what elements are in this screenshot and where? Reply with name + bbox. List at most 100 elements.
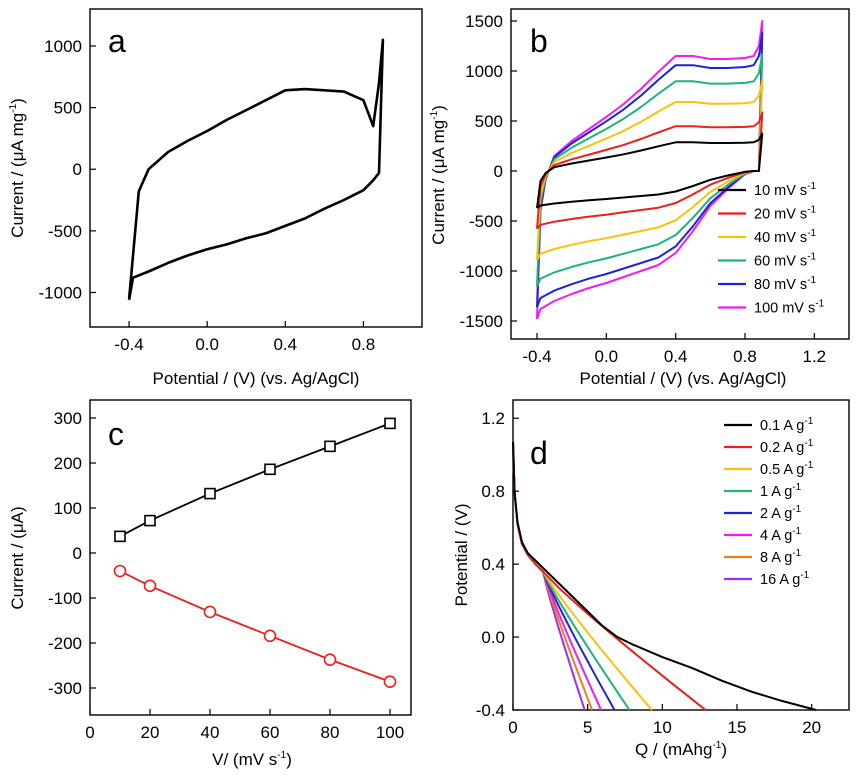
y-tick-label: 0.4 [481, 555, 505, 574]
panel-d-xlabel: Q / (mAhg-1) [635, 740, 727, 759]
discharge-curve [512, 441, 603, 711]
cv-curve [536, 132, 764, 209]
panel-b-xlabel: Potential / (V) (vs. Ag/AgCl) [580, 369, 787, 388]
data-point [144, 514, 156, 527]
panel-a: a -0.4 0.0 0.4 0.8 -1000 -500 0 500 1000 Potent… [8, 8, 423, 388]
x-tick-label: -0.4 [522, 347, 551, 366]
data-point [383, 675, 397, 689]
discharge-curve [512, 441, 586, 711]
y-tick-label: 1.2 [481, 409, 505, 428]
y-tick-label: -1000 [39, 283, 82, 302]
panel-b-ylabel: Current / (μA mg-1) [429, 105, 448, 245]
y-tick-label: 0.8 [481, 482, 505, 501]
panel-d-xlabel-part1: Q / (mAhg [635, 740, 712, 759]
panel-d-ylabel: Potential / (V) [452, 504, 471, 607]
panel-a-ylabel-part1: Current / ( [8, 161, 27, 238]
x-tick-label: 100 [376, 723, 404, 742]
x-tick-label: 1.2 [803, 347, 827, 366]
cv-curve [536, 111, 764, 230]
legend-label: 8 A g-1 [760, 548, 802, 566]
panel-a-xticks: -0.4 0.0 0.4 0.8 [114, 321, 375, 354]
y-tick-label: 0 [73, 544, 82, 563]
panel-a-ylabel-mu: μ [8, 152, 27, 162]
panel-d-plot [512, 441, 817, 711]
panel-c-yticks: -300 -200 -100 0 100 200 300 [48, 409, 96, 698]
panel-c-ylabel-part1: Current / ( [8, 533, 27, 610]
panel-b-ylabel-part2: A mg [429, 120, 448, 159]
panel-a-ylabel: Current / (μA mg-1) [8, 98, 27, 238]
legend-label: 0.1 A g-1 [760, 416, 814, 434]
panel-b-xticks: -0.4 0.0 0.4 0.8 1.2 [522, 333, 826, 366]
x-tick-label: 0 [85, 723, 94, 742]
y-tick-label: 0 [494, 162, 503, 181]
panel-b-frame [510, 8, 850, 340]
legend-label: 0.5 A g-1 [760, 460, 814, 478]
y-tick-label: 500 [54, 99, 82, 118]
panel-d-legend: 0.1 A g-1 0.2 A g-1 0.5 A g-1 1 A g-1 2 A g-… [724, 416, 814, 588]
panel-b-label: b [530, 23, 548, 59]
x-tick-label: 20 [141, 723, 160, 742]
legend-label: 20 mV s-1 [754, 205, 817, 223]
y-tick-label: -0.4 [476, 701, 505, 720]
cv-curve [536, 20, 764, 320]
y-tick-label: 0 [73, 160, 82, 179]
panel-b-plot [536, 20, 764, 320]
x-tick-label: 0.4 [273, 335, 297, 354]
y-tick-label: 1000 [44, 37, 82, 56]
data-point [113, 564, 127, 578]
data-point [324, 440, 336, 453]
data-point [263, 629, 277, 643]
y-tick-label: -1500 [460, 312, 503, 331]
panel-b: b -0.4 0.0 0.4 0.8 1.2 -1500 -1000 -500 0 500 100… [429, 8, 850, 388]
x-tick-label: -0.4 [114, 335, 143, 354]
panel-c: c 0 20 40 60 80 100 -300 -200 -100 0 100 200 300 V/… [8, 399, 412, 769]
data-point [384, 417, 396, 430]
panel-a-yticks: -1000 -500 0 500 1000 [39, 37, 96, 302]
y-tick-label: -300 [48, 679, 82, 698]
panel-c-ylabel-part2: A) [8, 506, 27, 523]
legend-label: 4 A g-1 [760, 526, 802, 544]
legend-label: 16 A g-1 [760, 570, 810, 588]
x-tick-label: 0.8 [352, 335, 376, 354]
panel-c-xlabel-sup: -1 [277, 750, 286, 761]
fit-line [119, 570, 391, 683]
panel-c-ylabel-mu: μ [8, 523, 27, 533]
panel-d-frame [512, 399, 850, 711]
panel-c-xticks: 0 20 40 60 80 100 [85, 709, 404, 742]
cv-curve [536, 80, 764, 261]
panel-d-yticks: -0.4 0.0 0.4 0.8 1.2 [476, 409, 519, 720]
x-tick-label: 0.0 [595, 347, 619, 366]
x-tick-label: 0.0 [195, 335, 219, 354]
panel-c-ylabel: Current / (μA) [8, 506, 27, 609]
panel-b-ylabel-part3: ) [429, 105, 448, 111]
legend-label: 80 mV s-1 [754, 275, 817, 293]
x-tick-label: 15 [728, 718, 747, 737]
data-point [204, 487, 216, 500]
legend-label: 100 mV s-1 [754, 299, 825, 317]
data-point [323, 653, 337, 666]
y-tick-label: -500 [48, 222, 82, 241]
panel-a-plot [127, 38, 385, 301]
y-tick-label: 100 [54, 499, 82, 518]
y-tick-label: -1000 [460, 262, 503, 281]
panel-a-ylabel-part3: ) [8, 98, 27, 104]
y-tick-label: 0.0 [481, 628, 505, 647]
data-point [114, 530, 126, 543]
panel-a-frame [89, 8, 423, 328]
x-tick-label: 10 [653, 718, 672, 737]
x-tick-label: 80 [321, 723, 340, 742]
fit-line [119, 422, 391, 538]
x-tick-label: 60 [261, 723, 280, 742]
y-tick-label: 1000 [465, 62, 503, 81]
panel-d-xlabel-part2: ) [721, 740, 727, 759]
panel-c-label: c [108, 416, 124, 452]
discharge-curve [512, 441, 707, 711]
y-tick-label: 500 [475, 112, 503, 131]
y-tick-label: 1500 [465, 12, 503, 31]
data-point [264, 463, 276, 476]
panel-a-label: a [108, 23, 126, 59]
legend-label: 60 mV s-1 [754, 252, 817, 270]
legend-label: 40 mV s-1 [754, 228, 817, 246]
x-tick-label: 20 [802, 718, 821, 737]
